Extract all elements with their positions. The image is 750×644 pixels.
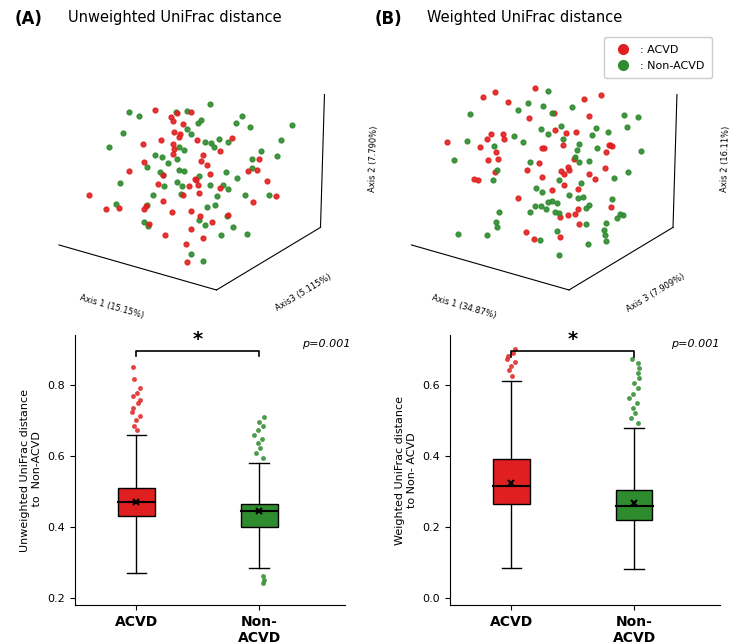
- Y-axis label: Axis3 (5.115%): Axis3 (5.115%): [274, 272, 333, 313]
- X-axis label: Axis 1 (34.87%): Axis 1 (34.87%): [431, 293, 497, 320]
- Legend: : ACVD, : Non-ACVD: : ACVD, : Non-ACVD: [604, 37, 712, 79]
- Bar: [241, 504, 278, 527]
- Y-axis label: Weighted UniFrac distance
to Non- ACVD: Weighted UniFrac distance to Non- ACVD: [395, 395, 417, 545]
- Bar: [118, 488, 154, 516]
- Text: *: *: [568, 330, 578, 349]
- Text: Weighted UniFrac distance: Weighted UniFrac distance: [427, 10, 622, 24]
- Bar: [493, 459, 530, 504]
- Text: (A): (A): [15, 10, 43, 28]
- Bar: [616, 489, 652, 520]
- Y-axis label: Axis 3 (7.909%): Axis 3 (7.909%): [625, 272, 686, 314]
- Text: (B): (B): [375, 10, 403, 28]
- X-axis label: Axis 1 (15.15%): Axis 1 (15.15%): [79, 294, 145, 320]
- Y-axis label: Unweighted UniFrac distance
 to  Non-ACVD: Unweighted UniFrac distance to Non-ACVD: [20, 388, 42, 552]
- Text: p=0.001: p=0.001: [671, 339, 719, 349]
- Text: *: *: [193, 330, 202, 349]
- Text: p=0.001: p=0.001: [302, 339, 350, 349]
- Text: Unweighted UniFrac distance: Unweighted UniFrac distance: [68, 10, 281, 24]
